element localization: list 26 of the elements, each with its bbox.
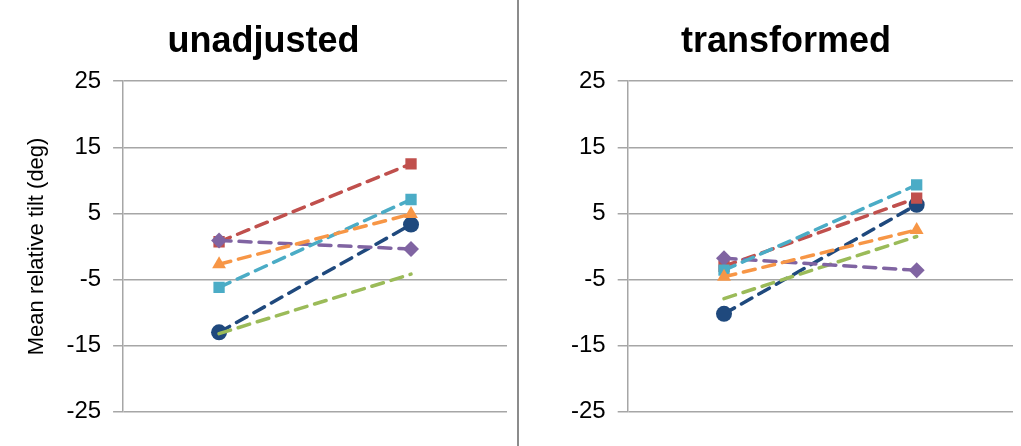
y-tick-label: 15 — [74, 131, 102, 159]
y-tick-label: 5 — [87, 197, 102, 225]
y-tick-label: 25 — [578, 65, 606, 93]
y-tick-label: -5 — [584, 264, 606, 292]
point — [908, 262, 925, 279]
y-tick-label: -25 — [571, 396, 606, 424]
y-tick-label: 25 — [74, 65, 102, 93]
y-tick-label: -5 — [79, 264, 102, 292]
point — [911, 179, 923, 191]
y-axis-title: Mean relative tilt (deg) — [23, 137, 49, 356]
chart-title: transformed — [680, 18, 892, 60]
y-tick-label: -15 — [571, 330, 606, 358]
y-tick-label: 15 — [578, 131, 606, 159]
y-tick-label: 5 — [592, 197, 606, 225]
point — [405, 158, 417, 170]
point — [716, 250, 733, 267]
point — [716, 305, 733, 322]
point — [911, 192, 923, 204]
point — [405, 193, 417, 206]
y-tick-label: -15 — [66, 330, 102, 358]
y-tick-label: -25 — [66, 396, 102, 424]
point — [403, 241, 420, 258]
point — [213, 281, 225, 294]
chart-title: unadjusted — [167, 18, 360, 60]
point — [403, 216, 420, 233]
point — [211, 232, 228, 249]
